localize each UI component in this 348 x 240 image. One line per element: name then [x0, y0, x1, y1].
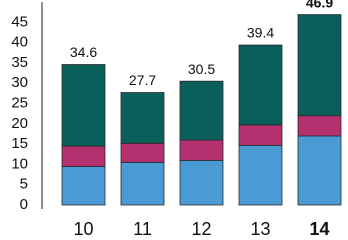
total-label: 34.6: [70, 44, 97, 60]
bar-segment: [120, 92, 165, 144]
bar-segment: [179, 159, 224, 206]
y-tick-label: 25: [11, 94, 28, 111]
y-tick-label: 20: [11, 115, 28, 132]
total-label: 46.9: [306, 0, 333, 10]
total-label: 39.4: [247, 25, 274, 41]
y-tick-label: 45: [11, 13, 28, 30]
bar-segment: [238, 144, 283, 206]
bar-segment: [120, 161, 165, 206]
x-tick-label: 13: [250, 219, 270, 239]
x-tick-label: 14: [309, 219, 329, 239]
bar-segment: [297, 115, 342, 137]
x-tick-label: 12: [191, 219, 211, 239]
x-tick-label: 10: [73, 219, 93, 239]
y-tick-label: 10: [11, 155, 28, 172]
y-tick-label: 5: [20, 176, 28, 193]
bar-segment: [61, 64, 106, 147]
y-tick-label: 40: [11, 34, 28, 51]
bar-segment: [297, 135, 342, 206]
bar-segment: [297, 14, 342, 117]
x-tick-label: 11: [133, 219, 152, 239]
bar-segment: [238, 124, 283, 146]
total-label: 30.5: [188, 61, 215, 77]
total-label: 27.7: [129, 72, 156, 88]
y-tick-label: 0: [20, 196, 28, 213]
y-tick-label: 30: [11, 74, 28, 91]
bar-segment: [61, 145, 106, 167]
bar-segment: [238, 44, 283, 126]
bar-segment: [61, 166, 106, 206]
bar-segment: [120, 142, 165, 163]
y-tick-label: 35: [11, 54, 28, 71]
bar-segment: [179, 139, 224, 161]
bar-segment: [179, 80, 224, 141]
y-tick-label: 15: [11, 135, 28, 152]
